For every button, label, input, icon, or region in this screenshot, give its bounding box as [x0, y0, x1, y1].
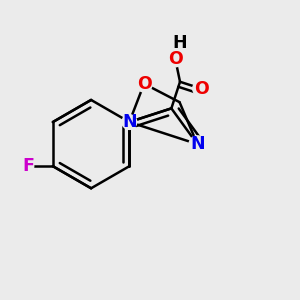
- Circle shape: [189, 136, 206, 152]
- Text: O: O: [137, 75, 152, 93]
- Text: O: O: [168, 50, 183, 68]
- Text: F: F: [22, 157, 34, 175]
- Circle shape: [136, 76, 152, 92]
- Text: O: O: [194, 80, 208, 98]
- Text: N: N: [122, 113, 137, 131]
- Circle shape: [122, 115, 137, 129]
- Circle shape: [193, 80, 209, 97]
- Circle shape: [167, 50, 183, 67]
- Circle shape: [22, 160, 34, 172]
- Text: H: H: [173, 34, 188, 52]
- Text: N: N: [190, 135, 205, 153]
